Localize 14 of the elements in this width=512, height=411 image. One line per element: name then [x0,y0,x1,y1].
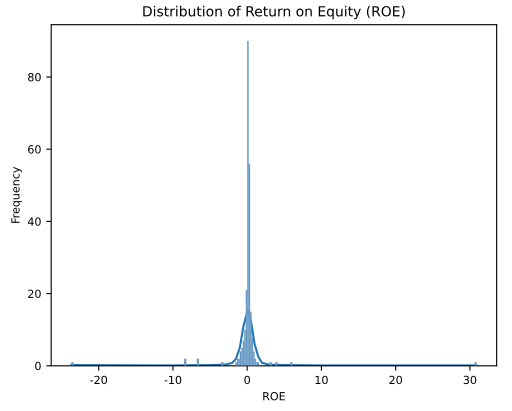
y-tick-label: 60 [28,145,41,154]
x-tick-label: 10 [316,376,328,384]
x-tick-label: -20 [90,376,108,384]
x-tick-label: 0 [244,376,250,384]
chart-title: Distribution of Return on Equity (ROE) [143,6,405,20]
y-tick-label: 0 [35,362,41,370]
y-tick-label: 80 [28,72,41,82]
x-axis-title: ROE [263,392,285,400]
y-tick-label: 40 [28,217,41,226]
x-tick-label: 30 [464,376,476,384]
y-tick-label: 20 [28,290,41,298]
y-axis-title: Frequency [11,166,22,223]
x-tick-label: 20 [389,376,402,384]
x-tick-label: -10 [164,376,182,384]
